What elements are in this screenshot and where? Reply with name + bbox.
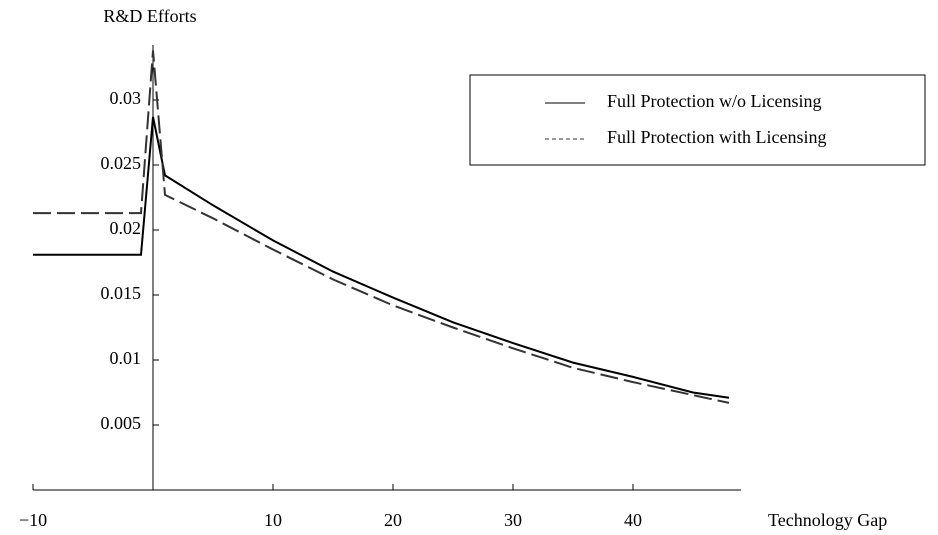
x-tick-label: 40 [624, 510, 642, 530]
x-tick-label: 20 [384, 510, 402, 530]
y-tick-label: 0.01 [110, 348, 142, 368]
y-tick-label: 0.02 [110, 218, 142, 238]
y-tick-label: 0.025 [101, 153, 142, 173]
x-tick-label: 10 [264, 510, 282, 530]
series-line [33, 50, 730, 404]
y-tick-label: 0.03 [110, 88, 142, 108]
y-axis-label: R&D Efforts [103, 6, 196, 26]
x-axis-label: Technology Gap [768, 510, 887, 530]
x-tick-label: 30 [504, 510, 522, 530]
legend-box [469, 74, 926, 166]
x-tick-label: −10 [19, 510, 47, 530]
series-line [33, 116, 730, 399]
y-tick-label: 0.015 [101, 283, 142, 303]
y-tick-label: 0.005 [101, 413, 142, 433]
legend-label: Full Protection with Licensing [607, 127, 826, 147]
legend-label: Full Protection w/o Licensing [607, 91, 821, 111]
